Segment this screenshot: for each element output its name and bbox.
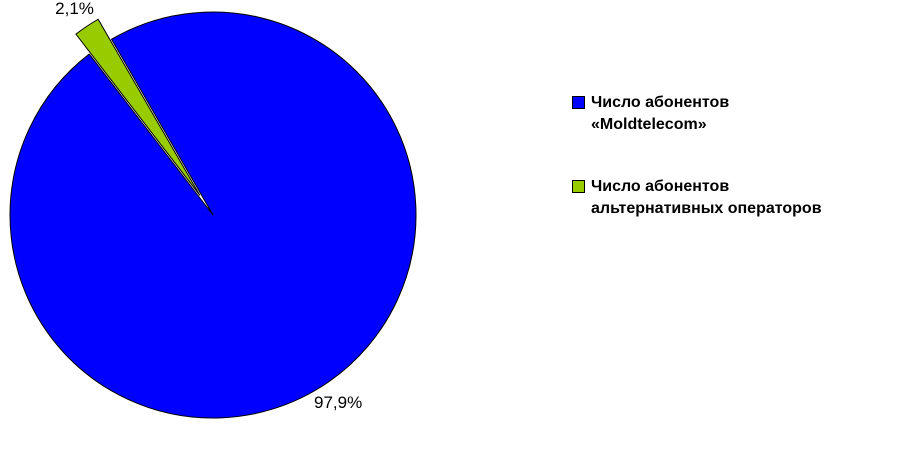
legend-label-alternative-operators: Число абонентов альтернативных операторо… xyxy=(591,178,822,217)
pie-slices xyxy=(9,11,417,419)
pie-data-labels: 97,9% 2,1% xyxy=(55,0,362,412)
legend-label-moldtelecom: Число абонентов «Moldtelecom» xyxy=(591,94,730,133)
data-label-alternative-operators: 2,1% xyxy=(55,0,94,18)
legend: Число абонентов «Moldtelecom» Число абон… xyxy=(572,92,902,260)
legend-item-moldtelecom: Число абонентов «Moldtelecom» xyxy=(572,92,902,136)
legend-item-alternative-operators: Число абонентов альтернативных операторо… xyxy=(572,176,902,220)
legend-swatch-alternative-operators xyxy=(572,180,585,193)
pie-slice-alternative-operators xyxy=(75,18,201,196)
data-label-moldtelecom: 97,9% xyxy=(314,393,362,412)
legend-swatch-moldtelecom xyxy=(572,96,585,109)
pie-slice-moldtelecom xyxy=(9,11,417,419)
